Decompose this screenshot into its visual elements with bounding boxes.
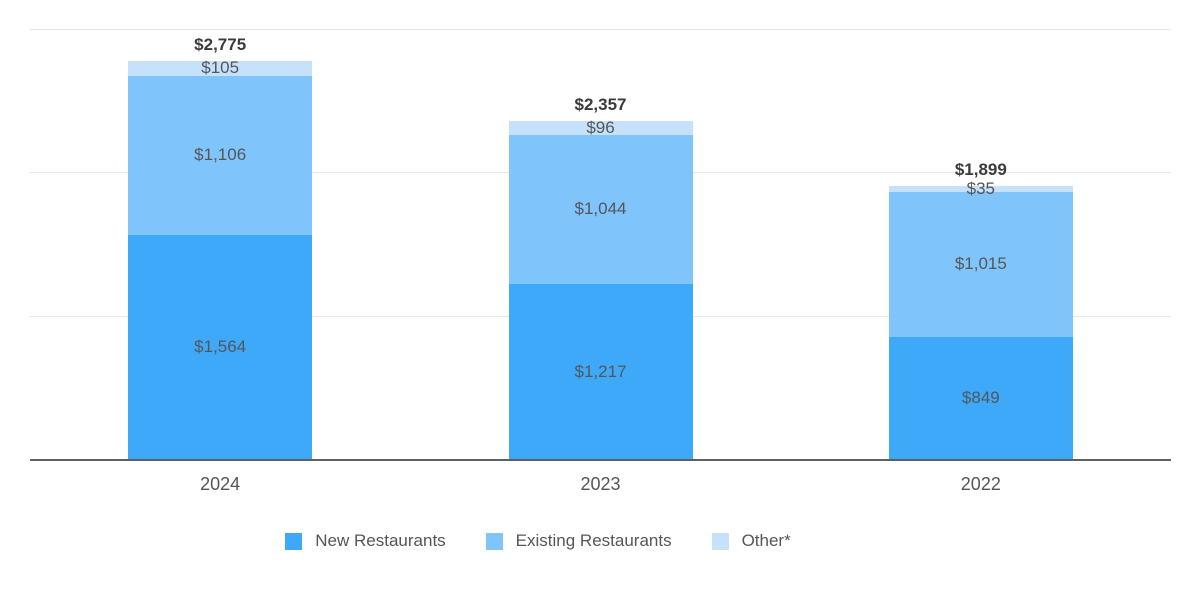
legend-label: Other* [741,531,791,550]
bar-segment: $96 [508,117,693,137]
legend: New Restaurants Existing Restaurants Other… [0,531,1138,551]
segment-value-label: $1,015 [954,254,1007,274]
segment-value-label: $35 [966,179,996,198]
segment-value-label: $1,564 [194,336,247,356]
bar-segment: $1,106 [128,75,313,235]
gridline [30,28,1171,30]
bar-segment: $1,044 [508,134,693,285]
bar-segment: $1,564 [128,234,313,459]
legend-swatch [285,532,303,550]
legend-swatch [485,532,503,550]
category-label: 2024 [200,474,241,494]
legend-item: Existing Restaurants [485,531,672,551]
segment-value-label: $96 [586,117,615,137]
legend-label: Existing Restaurants [515,531,672,550]
category-label: 2022 [960,474,1001,494]
bar-segment: $1,015 [888,191,1073,338]
legend-swatch [711,532,729,550]
segment-value-label: $105 [201,58,240,78]
bar-total-label: $2,775 [194,34,247,54]
bar-total-label: $1,899 [954,160,1007,180]
bar-segment: $35 [888,179,1073,198]
segment-value-label: $849 [961,388,1000,408]
bar-segment: $849 [888,337,1073,459]
bar-total-label: $2,357 [574,94,627,114]
bar-segment: $105 [128,58,313,78]
segment-value-label: $1,044 [574,199,627,219]
legend-label: New Restaurants [315,531,446,550]
x-axis-line [30,459,1171,461]
segment-value-label: $1,217 [574,361,627,381]
legend-item: New Restaurants [285,531,446,551]
category-label: 2023 [580,474,621,494]
bar-segment: $1,217 [508,284,693,459]
legend-item: Other* [711,531,791,551]
segment-value-label: $1,106 [194,145,247,165]
